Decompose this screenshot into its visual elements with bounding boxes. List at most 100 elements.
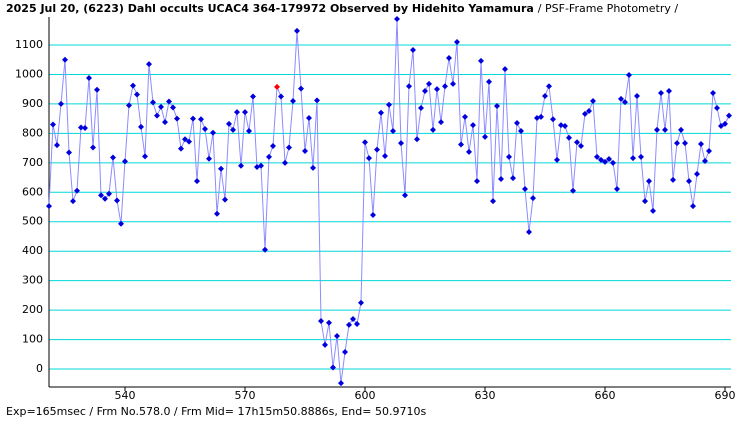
data-point — [202, 125, 208, 132]
data-point — [722, 120, 728, 127]
data-point — [382, 153, 388, 160]
data-point — [114, 197, 120, 204]
data-point — [398, 140, 404, 147]
data-point — [146, 61, 152, 68]
y-tick-label: 800 — [22, 126, 43, 139]
data-point — [102, 195, 108, 202]
data-point — [370, 211, 376, 218]
data-point — [150, 99, 156, 106]
data-point — [542, 92, 548, 99]
data-point — [294, 27, 300, 34]
data-point — [366, 155, 372, 162]
x-tick-label: 600 — [355, 389, 376, 402]
data-point — [270, 143, 276, 150]
data-point — [258, 162, 264, 169]
data-point — [122, 158, 128, 165]
data-point — [82, 125, 88, 132]
data-point — [618, 95, 624, 102]
data-point — [454, 39, 460, 46]
data-point — [70, 198, 76, 205]
data-point — [186, 138, 192, 145]
data-point — [58, 100, 64, 107]
data-point — [326, 319, 332, 326]
data-point — [250, 93, 256, 100]
data-point — [46, 203, 52, 210]
data-point — [690, 203, 696, 210]
data-point — [678, 126, 684, 133]
data-point — [286, 144, 292, 151]
data-point — [518, 128, 524, 135]
data-point — [110, 154, 116, 161]
data-point — [94, 86, 100, 93]
data-point — [538, 113, 544, 120]
data-point — [434, 86, 440, 93]
data-point — [598, 156, 604, 163]
data-point — [322, 341, 328, 348]
data-point — [386, 101, 392, 108]
data-point — [346, 321, 352, 328]
data-point — [214, 210, 220, 217]
data-point — [726, 112, 732, 119]
data-point — [646, 178, 652, 185]
y-tick-label: 100 — [22, 333, 43, 346]
x-tick-label: 660 — [595, 389, 616, 402]
y-tick-label: 1100 — [15, 38, 43, 51]
data-point — [658, 90, 664, 97]
chart-subtitle: / PSF-Frame Photometry / — [538, 2, 679, 15]
data-point — [350, 315, 356, 322]
data-point — [510, 175, 516, 182]
data-point — [166, 98, 172, 105]
data-point — [390, 128, 396, 135]
data-point — [298, 85, 304, 92]
data-point — [78, 124, 84, 131]
data-point — [222, 196, 228, 203]
data-point — [314, 97, 320, 104]
data-point — [174, 115, 180, 122]
data-point — [134, 91, 140, 98]
data-point — [130, 82, 136, 89]
data-point — [554, 156, 560, 163]
data-point — [262, 246, 268, 253]
data-point — [470, 122, 476, 129]
data-point — [126, 102, 132, 109]
data-point — [362, 139, 368, 146]
data-point — [558, 122, 564, 129]
data-point — [62, 56, 68, 63]
data-point — [478, 57, 484, 64]
data-point — [482, 133, 488, 140]
data-point — [194, 178, 200, 185]
data-point — [614, 186, 620, 193]
data-point — [374, 146, 380, 153]
data-point — [158, 103, 164, 110]
data-point — [402, 192, 408, 199]
data-point — [526, 229, 532, 236]
data-point — [358, 299, 364, 306]
data-point — [422, 87, 428, 94]
data-point — [662, 126, 668, 133]
y-tick-label: 0 — [36, 362, 43, 375]
data-point — [238, 162, 244, 169]
data-point — [666, 87, 672, 94]
data-point — [502, 66, 508, 73]
data-point — [630, 155, 636, 162]
y-tick-label: 500 — [22, 215, 43, 228]
x-tick-label: 630 — [475, 389, 496, 402]
y-tick-label: 400 — [22, 244, 43, 257]
data-point — [198, 116, 204, 123]
data-point — [582, 110, 588, 117]
data-point — [674, 140, 680, 147]
data-point — [694, 171, 700, 178]
y-tick-label: 200 — [22, 303, 43, 316]
data-point — [234, 109, 240, 116]
data-point — [190, 115, 196, 122]
data-point — [206, 155, 212, 162]
data-point — [318, 318, 324, 325]
data-point — [170, 104, 176, 111]
x-tick-label: 540 — [115, 389, 136, 402]
data-point — [142, 153, 148, 160]
data-point — [494, 102, 500, 109]
y-tick-label: 700 — [22, 156, 43, 169]
data-point — [670, 176, 676, 183]
data-point — [698, 140, 704, 147]
